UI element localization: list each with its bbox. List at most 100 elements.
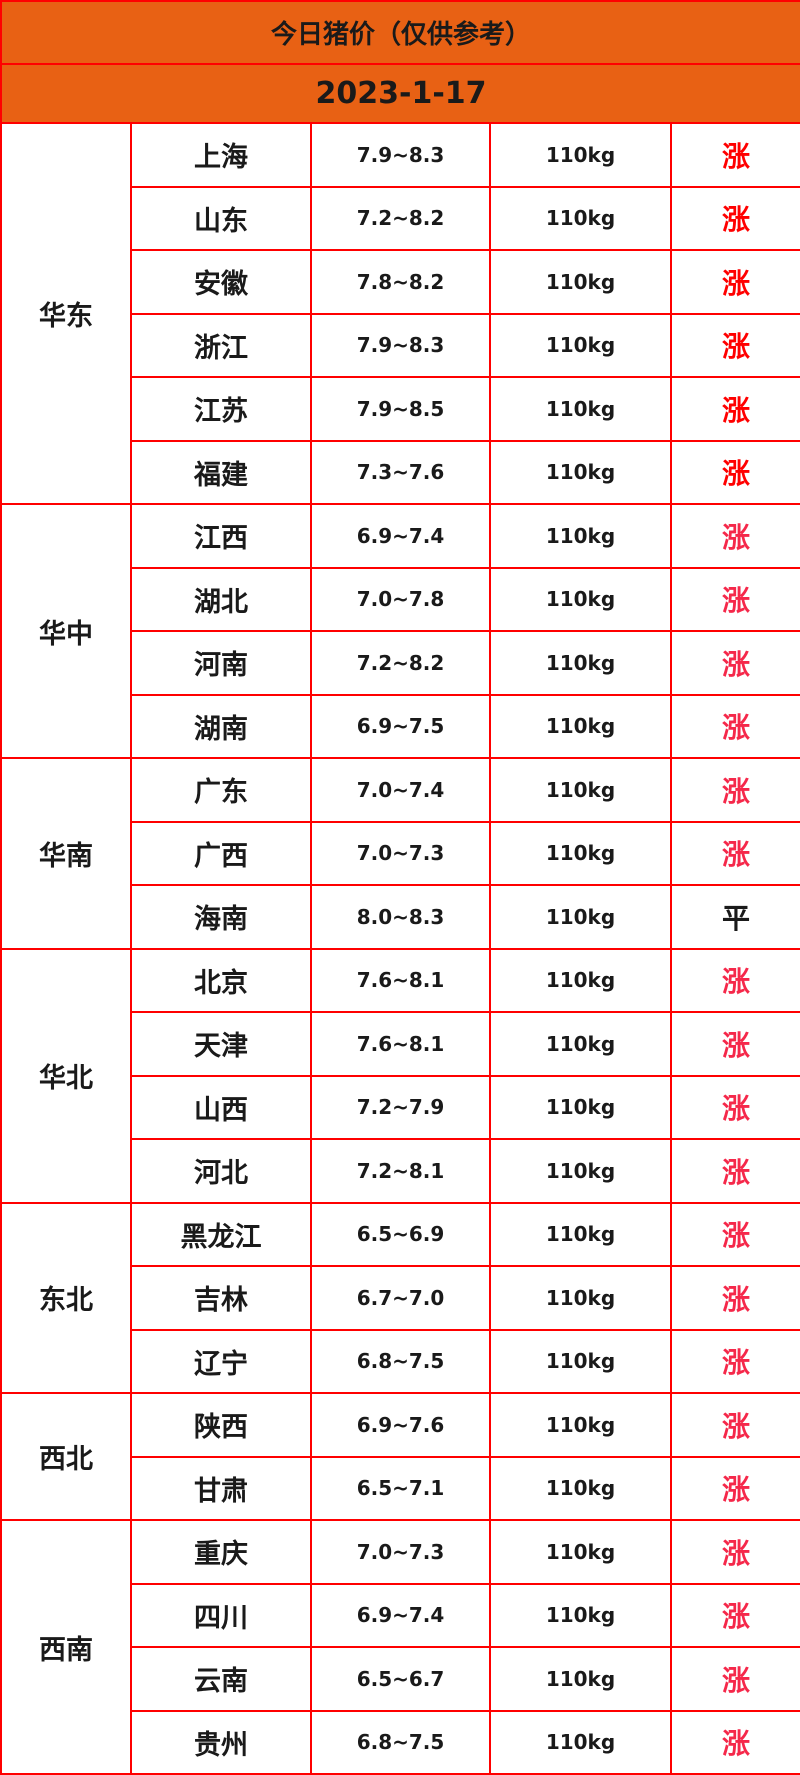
- weight-cell: 110kg: [489, 1138, 672, 1204]
- trend-cell: 涨: [669, 1646, 800, 1712]
- province-cell: 辽宁: [130, 1328, 312, 1394]
- trend-cell: 涨: [669, 439, 800, 505]
- table-row: 甘肃 6.5~7.1 110kg 涨: [1, 1455, 800, 1521]
- province-cell: 湖北: [130, 566, 312, 632]
- province-cell: 广东: [130, 757, 312, 823]
- trend-cell: 涨: [669, 312, 800, 378]
- weight-cell: 110kg: [489, 1646, 672, 1712]
- price-cell: 7.8~8.2: [310, 249, 491, 315]
- province-cell: 黑龙江: [130, 1201, 312, 1267]
- table-row: 华中 江西 6.9~7.4 110kg 涨: [0, 503, 800, 759]
- table-row: 贵州 6.8~7.5 110kg 涨: [1, 1709, 800, 1775]
- table-row: 安徽 7.8~8.2 110kg 涨: [1, 249, 800, 315]
- weight-cell: 110kg: [489, 1392, 672, 1458]
- weight-cell: 110kg: [489, 439, 672, 505]
- province-cell: 上海: [130, 122, 312, 188]
- trend-cell: 涨: [669, 1328, 800, 1394]
- weight-cell: 110kg: [489, 185, 672, 251]
- table-row: 辽宁 6.8~7.5 110kg 涨: [1, 1328, 800, 1394]
- province-cell: 河北: [130, 1138, 312, 1204]
- province-cell: 江苏: [130, 376, 312, 442]
- trend-cell: 涨: [669, 1709, 800, 1775]
- region-cell: 东北: [0, 1201, 132, 1394]
- weight-cell: 110kg: [489, 1519, 672, 1585]
- trend-cell: 涨: [669, 1074, 800, 1140]
- price-cell: 6.7~7.0: [310, 1265, 491, 1331]
- trend-cell: 涨: [669, 566, 800, 632]
- table-row: 云南 6.5~6.7 110kg 涨: [1, 1646, 800, 1712]
- province-cell: 福建: [130, 439, 312, 505]
- date-label: 2023-1-17: [0, 63, 800, 124]
- table-row: 海南 8.0~8.3 110kg 平: [1, 884, 800, 950]
- price-cell: 7.3~7.6: [310, 439, 491, 505]
- table-row: 浙江 7.9~8.3 110kg 涨: [1, 312, 800, 378]
- table-row: 华北 北京 7.6~8.1 110kg 涨: [0, 947, 800, 1204]
- table-row: 天津 7.6~8.1 110kg 涨: [1, 1011, 800, 1077]
- table-row: 广西 7.0~7.3 110kg 涨: [1, 820, 800, 886]
- province-cell: 安徽: [130, 249, 312, 315]
- province-cell: 北京: [130, 947, 312, 1013]
- trend-cell: 涨: [669, 820, 800, 886]
- province-cell: 江西: [130, 503, 312, 569]
- trend-cell: 涨: [669, 376, 800, 442]
- weight-cell: 110kg: [489, 122, 672, 188]
- trend-cell: 涨: [669, 947, 800, 1013]
- price-cell: 7.2~7.9: [310, 1074, 491, 1140]
- weight-cell: 110kg: [489, 820, 672, 886]
- table-row: 湖南 6.9~7.5 110kg 涨: [1, 693, 800, 759]
- price-cell: 7.2~8.1: [310, 1138, 491, 1204]
- price-cell: 7.9~8.3: [310, 312, 491, 378]
- table-row: 东北 黑龙江 6.5~6.9 110kg 涨: [0, 1201, 800, 1394]
- weight-cell: 110kg: [489, 503, 672, 569]
- province-cell: 山西: [130, 1074, 312, 1140]
- weight-cell: 110kg: [489, 1201, 672, 1267]
- trend-cell: 涨: [669, 1582, 800, 1648]
- table-row: 西北 陕西 6.9~7.6 110kg 涨: [0, 1392, 800, 1521]
- province-cell: 陕西: [130, 1392, 312, 1458]
- weight-cell: 110kg: [489, 312, 672, 378]
- trend-cell: 涨: [669, 630, 800, 696]
- weight-cell: 110kg: [489, 1265, 672, 1331]
- table-row: 吉林 6.7~7.0 110kg 涨: [1, 1265, 800, 1331]
- price-cell: 6.9~7.5: [310, 693, 491, 759]
- province-cell: 天津: [130, 1011, 312, 1077]
- price-cell: 7.2~8.2: [310, 185, 491, 251]
- region-cell: 西南: [0, 1519, 132, 1775]
- page-title: 今日猪价（仅供参考）: [0, 0, 800, 65]
- trend-cell: 涨: [669, 1455, 800, 1521]
- price-cell: 7.6~8.1: [310, 947, 491, 1013]
- table-row: 四川 6.9~7.4 110kg 涨: [1, 1582, 800, 1648]
- price-cell: 7.0~7.8: [310, 566, 491, 632]
- weight-cell: 110kg: [489, 884, 672, 950]
- province-cell: 云南: [130, 1646, 312, 1712]
- weight-cell: 110kg: [489, 1582, 672, 1648]
- price-cell: 6.5~6.7: [310, 1646, 491, 1712]
- weight-cell: 110kg: [489, 693, 672, 759]
- table-row: 西南 重庆 7.0~7.3 110kg 涨: [0, 1519, 800, 1775]
- weight-cell: 110kg: [489, 630, 672, 696]
- table-row: 山西 7.2~7.9 110kg 涨: [1, 1074, 800, 1140]
- trend-cell: 涨: [669, 503, 800, 569]
- weight-cell: 110kg: [489, 947, 672, 1013]
- price-cell: 6.9~7.4: [310, 1582, 491, 1648]
- price-cell: 7.6~8.1: [310, 1011, 491, 1077]
- price-cell: 6.9~7.4: [310, 503, 491, 569]
- province-cell: 吉林: [130, 1265, 312, 1331]
- region-cell: 华中: [0, 503, 132, 759]
- province-cell: 广西: [130, 820, 312, 886]
- trend-cell: 涨: [669, 757, 800, 823]
- trend-cell: 涨: [669, 693, 800, 759]
- table-row: 江苏 7.9~8.5 110kg 涨: [1, 376, 800, 442]
- trend-cell: 涨: [669, 1011, 800, 1077]
- price-cell: 7.9~8.5: [310, 376, 491, 442]
- province-cell: 重庆: [130, 1519, 312, 1585]
- price-cell: 6.8~7.5: [310, 1709, 491, 1775]
- province-cell: 山东: [130, 185, 312, 251]
- province-cell: 海南: [130, 884, 312, 950]
- price-cell: 6.5~6.9: [310, 1201, 491, 1267]
- weight-cell: 110kg: [489, 757, 672, 823]
- trend-cell: 涨: [669, 1519, 800, 1585]
- table-row: 华南 广东 7.0~7.4 110kg 涨: [0, 757, 800, 950]
- weight-cell: 110kg: [489, 1455, 672, 1521]
- price-cell: 6.5~7.1: [310, 1455, 491, 1521]
